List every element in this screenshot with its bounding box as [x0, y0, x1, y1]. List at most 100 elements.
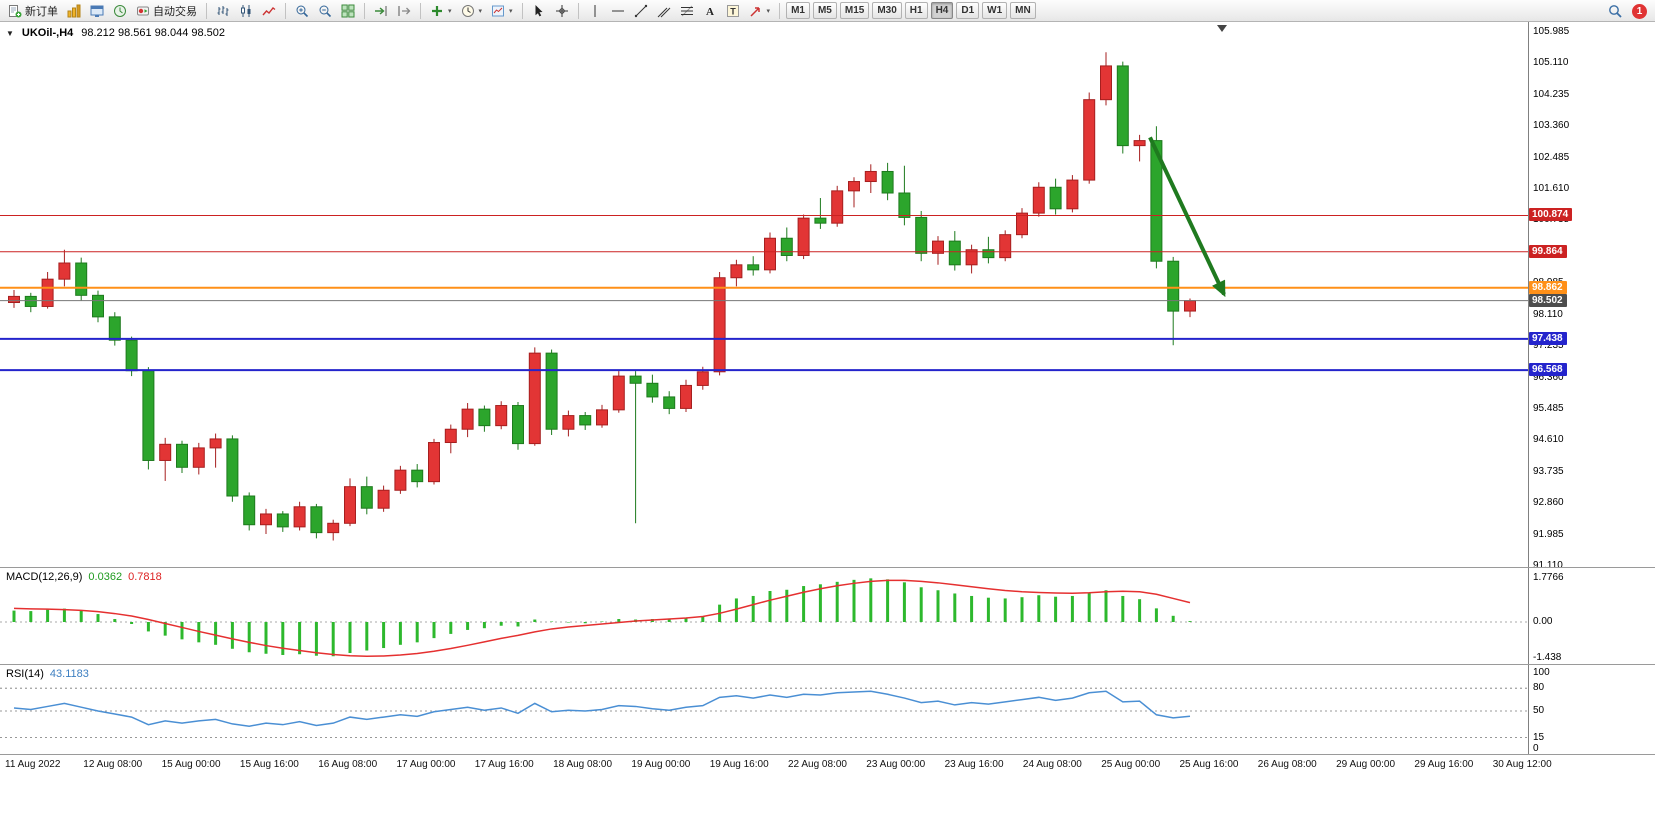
timeframe-m5-button[interactable]: M5 [812, 2, 837, 19]
dropdown-caret-icon: ▾ [478, 7, 483, 15]
candlestick-chart-button[interactable] [235, 1, 257, 20]
zoom-in-icon [295, 4, 309, 18]
trendline-button[interactable] [630, 1, 652, 20]
price-scale[interactable]: 105.985 105.110 104.235 103.360 102.485 101.6… [1528, 22, 1655, 755]
crosshair-button[interactable] [551, 1, 573, 20]
candle [478, 408, 491, 427]
zoom-in-button[interactable] [291, 1, 313, 20]
channel-button[interactable] [653, 1, 675, 20]
cursor-button[interactable] [528, 1, 550, 20]
templates-button[interactable]: ▾ [487, 1, 517, 20]
horizontal-line-button[interactable] [607, 1, 629, 20]
crosshair-icon [555, 4, 569, 18]
symbol-dropdown-icon[interactable]: ▼ [6, 28, 14, 38]
toolbar-separator [779, 2, 781, 19]
macd-signal-value: 0.7818 [128, 571, 162, 583]
candle [663, 396, 676, 409]
new-order-button[interactable]: 新订单 [4, 1, 62, 20]
candle [159, 443, 172, 461]
chart-shift-marker[interactable] [1217, 25, 1227, 32]
timeframe-d1-button[interactable]: D1 [956, 2, 980, 19]
candle [1049, 186, 1062, 210]
candle [982, 249, 995, 259]
chart-shift-icon [397, 4, 411, 18]
bar-chart-button[interactable] [212, 1, 234, 20]
chart-ohlc-values: 98.212 98.561 98.044 98.502 [81, 27, 226, 39]
candle [1083, 99, 1096, 181]
cursor-icon [532, 4, 546, 18]
main-chart[interactable] [0, 22, 1528, 567]
time-axis-label: 22 Aug 08:00 [788, 759, 847, 770]
price-scale-label: 92.860 [1533, 497, 1564, 509]
rsi-scale-label: 50 [1533, 705, 1545, 716]
time-axis-label: 26 Aug 08:00 [1257, 759, 1317, 770]
price-scale-label: 96.360 [1533, 371, 1564, 383]
time-axis-label: 19 Aug 16:00 [709, 759, 769, 770]
indicators-button[interactable]: ▾ [426, 1, 456, 20]
candle [1116, 65, 1129, 147]
price-scale-label: 93.735 [1533, 465, 1564, 477]
market-watch-button[interactable] [63, 1, 85, 20]
label-button[interactable]: T [722, 1, 744, 20]
new-order-button-label: 新订单 [25, 5, 58, 18]
tile-windows-button[interactable] [337, 1, 359, 20]
candle [360, 486, 373, 509]
macd-panel[interactable] [0, 568, 1528, 664]
timeframe-h1-button[interactable]: H1 [904, 2, 928, 19]
text-button[interactable]: A [699, 1, 721, 20]
zoom-out-button[interactable] [314, 1, 336, 20]
strategy-tester-button[interactable] [109, 1, 131, 20]
candle [92, 294, 104, 318]
candle [915, 216, 928, 254]
periods-button[interactable]: ▾ [457, 1, 487, 20]
candle [713, 277, 726, 373]
auto-scroll-button[interactable] [370, 1, 392, 20]
fibonacci-button[interactable] [676, 1, 698, 20]
rsi-panel[interactable] [0, 665, 1528, 754]
arrows-button[interactable]: ▾ [745, 1, 775, 20]
time-axis-label: 15 Aug 16:00 [239, 759, 299, 770]
candle [344, 486, 356, 524]
timeframe-w1-button[interactable]: W1 [982, 2, 1008, 19]
timeframe-m1-button[interactable]: M1 [786, 2, 810, 19]
panel-splitter[interactable] [0, 567, 1655, 568]
time-axis-label: 30 Aug 12:00 [1492, 759, 1552, 770]
price-level-badge: 97.438 [1529, 331, 1567, 345]
timeframe-h4-button[interactable]: H4 [930, 2, 954, 19]
bar-chart-icon [216, 4, 230, 18]
candle [327, 522, 340, 534]
price-level-badge: 99.864 [1529, 244, 1567, 258]
panel-splitter[interactable] [0, 754, 1655, 755]
candle [394, 469, 407, 491]
vertical-line-button[interactable] [584, 1, 606, 20]
trend-arrow-object[interactable] [1148, 136, 1226, 298]
time-axis-label: 15 Aug 00:00 [161, 759, 221, 770]
candle [764, 237, 776, 271]
toolbar-separator [364, 2, 365, 19]
time-axis[interactable]: 11 Aug 2022 12 Aug 08:00 15 Aug 00:00 15 Au… [0, 755, 1655, 820]
candlestick-icon [239, 4, 253, 18]
fibonacci-icon [680, 4, 694, 18]
terminal-button[interactable] [86, 1, 108, 20]
time-axis-label: 29 Aug 00:00 [1336, 759, 1396, 770]
price-scale-label: 98.110 [1533, 308, 1563, 320]
panel-splitter[interactable] [0, 664, 1655, 665]
arrow-tool-icon [749, 4, 763, 18]
macd-label: MACD(12,26,9) 0.0362 0.7818 [6, 571, 162, 583]
chart-shift-button[interactable] [393, 1, 415, 20]
macd-title: MACD(12,26,9) [6, 571, 83, 583]
timeframe-mn-button[interactable]: MN [1010, 2, 1036, 19]
search-icon[interactable] [1608, 4, 1622, 18]
price-scale-label: 105.110 [1533, 57, 1569, 69]
timeframe-m15-button[interactable]: M15 [839, 2, 870, 19]
time-axis-label: 11 Aug 2022 [5, 759, 61, 770]
terminal-icon [90, 4, 104, 18]
time-axis-label: 19 Aug 00:00 [631, 759, 691, 770]
candle [965, 249, 978, 266]
candle [108, 316, 121, 341]
autotrading-button[interactable]: 自动交易 [132, 1, 201, 20]
notification-badge[interactable]: 1 [1632, 3, 1647, 19]
timeframe-m30-button[interactable]: M30 [872, 2, 902, 19]
line-chart-button[interactable] [258, 1, 280, 20]
candle [1167, 260, 1180, 312]
